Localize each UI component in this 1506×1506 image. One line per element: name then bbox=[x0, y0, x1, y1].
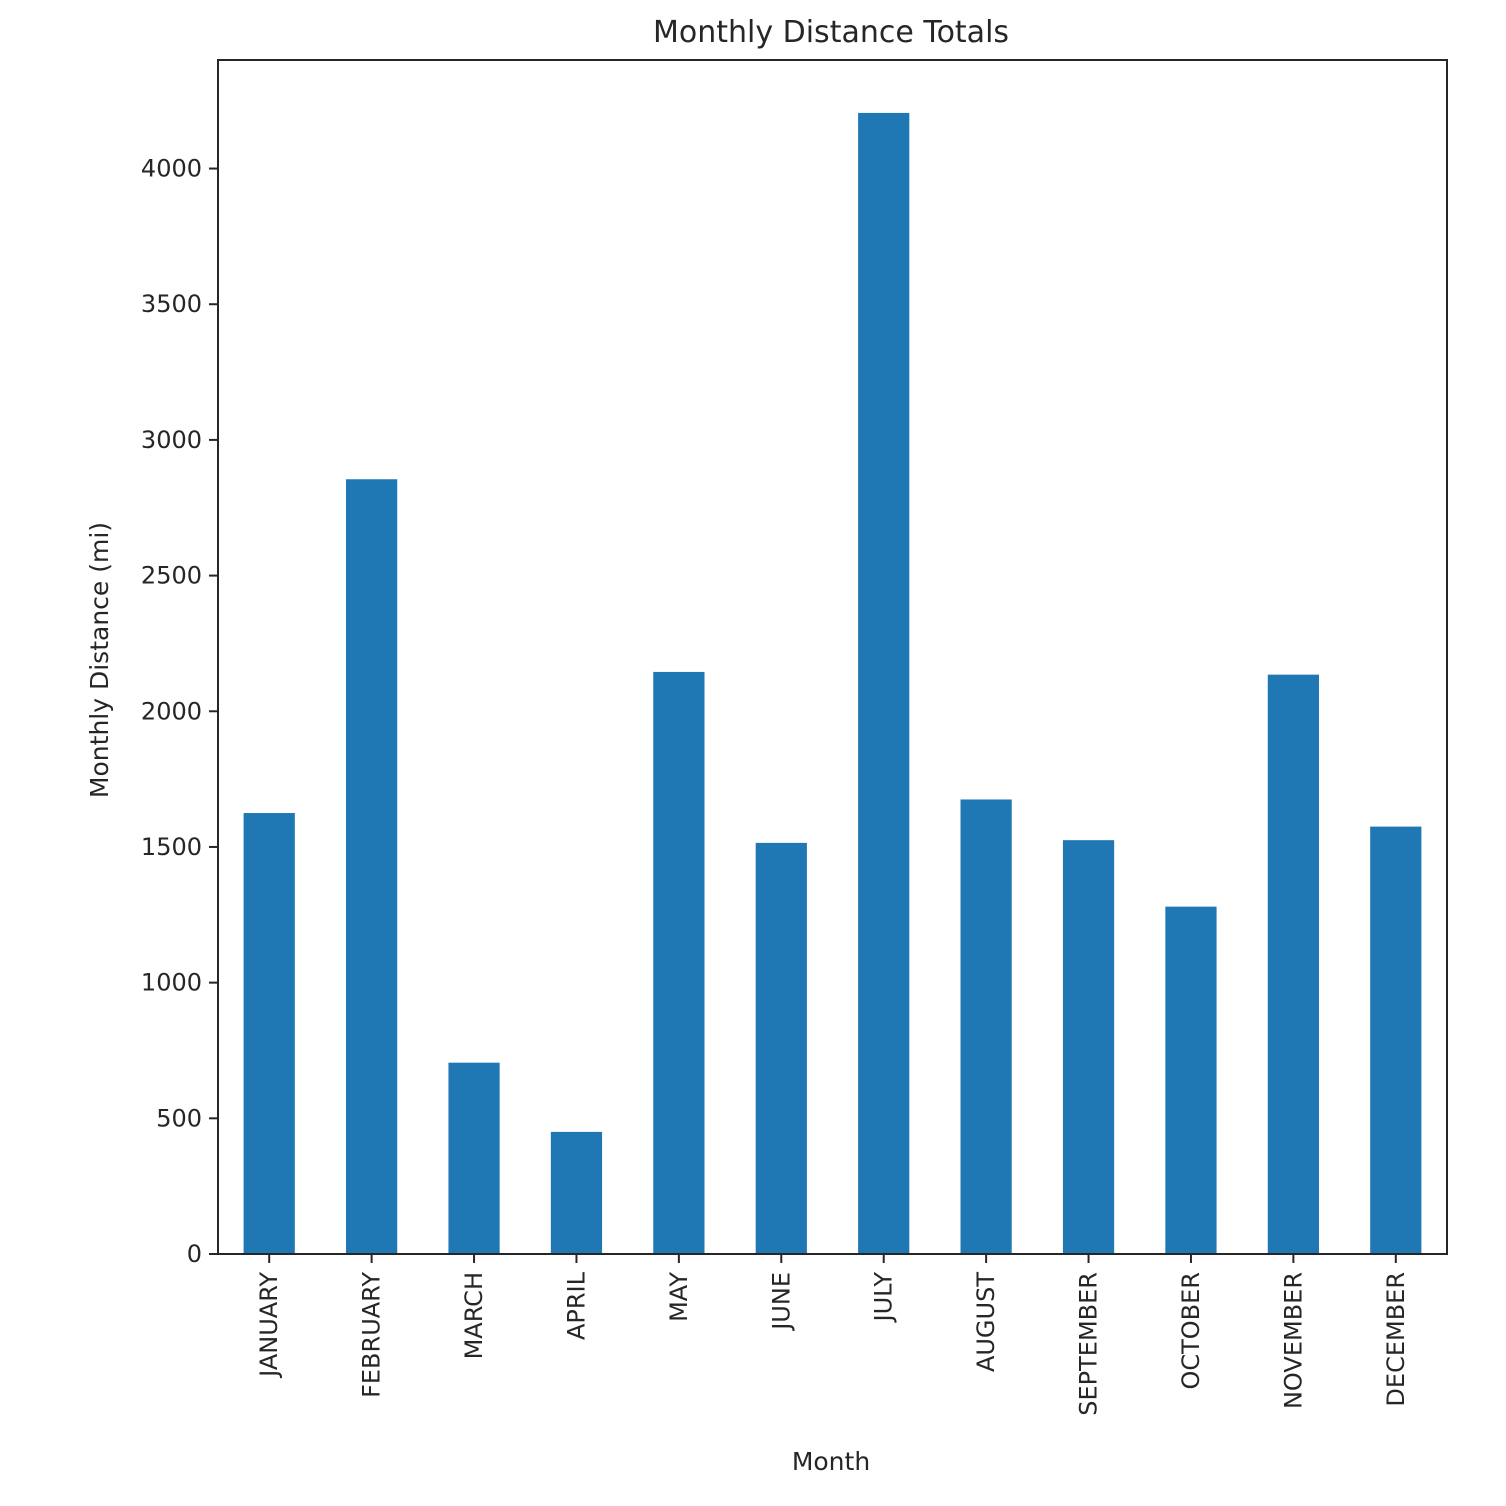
y-axis-label: Monthly Distance (mi) bbox=[85, 522, 114, 798]
y-tick-label: 2000 bbox=[141, 697, 202, 725]
x-tick-label: NOVEMBER bbox=[1279, 1272, 1307, 1409]
x-tick-label: AUGUST bbox=[972, 1272, 1000, 1372]
y-tick-label: 2500 bbox=[141, 562, 202, 590]
y-tick-label: 3500 bbox=[141, 290, 202, 318]
bar-july bbox=[858, 112, 910, 1254]
bar-may bbox=[653, 671, 705, 1254]
x-tick-label: SEPTEMBER bbox=[1075, 1272, 1103, 1416]
x-tick-label: APRIL bbox=[562, 1271, 590, 1340]
bar-april bbox=[550, 1131, 603, 1254]
x-axis-ticks: JANUARY FEBRUARY MARCH APRIL MAY JUNE JULY AUGU… bbox=[255, 1254, 1410, 1416]
x-tick-label: MAY bbox=[665, 1272, 693, 1322]
y-tick-label: 500 bbox=[156, 1104, 202, 1132]
plot-frame bbox=[217, 59, 1448, 1255]
x-tick-label: OCTOBER bbox=[1177, 1272, 1205, 1390]
bar-march bbox=[448, 1062, 500, 1254]
y-tick-label: 0 bbox=[187, 1240, 202, 1268]
bar-november bbox=[1267, 674, 1319, 1254]
x-tick-label: JULY bbox=[870, 1272, 898, 1324]
bar-december bbox=[1370, 826, 1422, 1254]
bars-layer bbox=[243, 112, 1422, 1254]
bar-january bbox=[243, 813, 295, 1254]
x-tick-label: DECEMBER bbox=[1382, 1272, 1410, 1407]
y-axis-ticks: 0 500 1000 1500 2000 2500 3000 3500 4000 bbox=[141, 155, 218, 1268]
x-tick-label: MARCH bbox=[460, 1272, 488, 1359]
x-axis-label: Month bbox=[792, 1447, 870, 1476]
y-tick-label: 1000 bbox=[141, 969, 202, 997]
bar-august bbox=[960, 799, 1012, 1254]
bar-october bbox=[1165, 906, 1217, 1254]
chart-title: Monthly Distance Totals bbox=[653, 15, 1009, 50]
bar-september bbox=[1062, 840, 1115, 1254]
bar-february bbox=[346, 479, 398, 1254]
y-tick-label: 1500 bbox=[141, 833, 202, 861]
x-tick-label: JUNE bbox=[767, 1272, 795, 1332]
x-tick-label: FEBRUARY bbox=[358, 1272, 386, 1398]
y-tick-label: 3000 bbox=[141, 426, 202, 454]
y-tick-label: 4000 bbox=[141, 155, 202, 183]
x-tick-label: JANUARY bbox=[255, 1272, 283, 1379]
bar-june bbox=[755, 842, 807, 1254]
